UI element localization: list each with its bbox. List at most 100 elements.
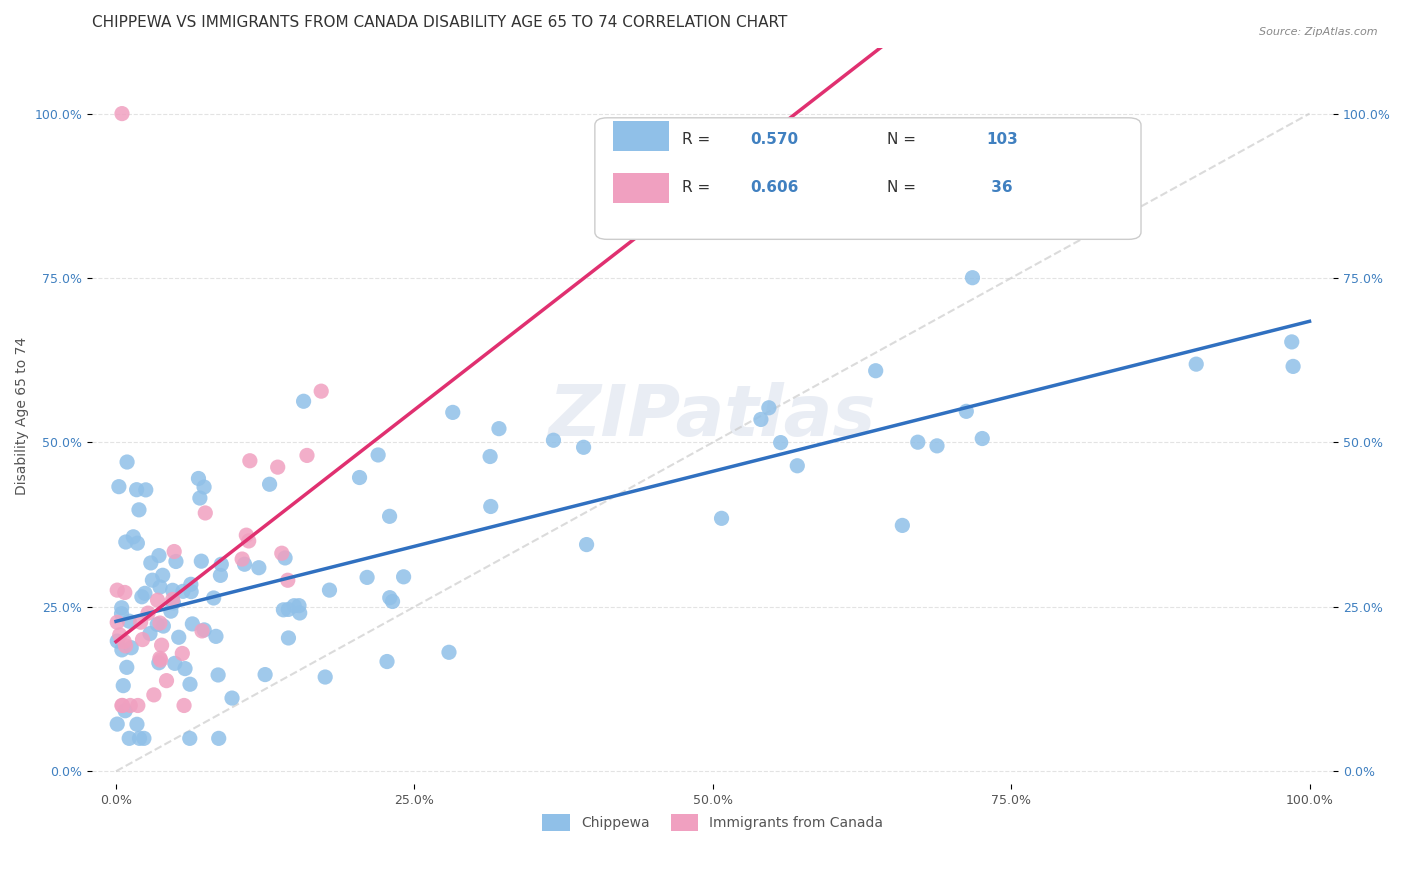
Point [254,667,277,681]
Point [283,599,305,613]
Point [162,592,184,607]
Point [187,471,209,485]
Point [114,639,136,653]
Point [111,643,134,657]
Point [105,634,128,648]
Point [111,698,134,713]
Point [209,558,232,572]
Point [162,583,184,598]
Point [194,506,217,520]
Point [277,602,299,616]
Text: 0.570: 0.570 [749,132,799,147]
Text: N =: N = [887,132,921,147]
Point [270,546,292,560]
Point [127,698,149,713]
Point [375,655,398,669]
Point [209,568,232,582]
Point [173,698,195,713]
Point [174,662,197,676]
Point [180,584,202,599]
Text: Source: ZipAtlas.com: Source: ZipAtlas.com [1260,27,1378,37]
Point [865,364,887,378]
Point [163,657,186,671]
Point [295,449,318,463]
Point [786,458,808,473]
Point [111,106,134,120]
Point [149,580,172,594]
Point [115,660,138,674]
Point [972,432,994,446]
Point [769,435,792,450]
Point [127,536,149,550]
Point [139,626,162,640]
Point [148,549,170,563]
Point [437,645,460,659]
Point [288,599,311,613]
Point [378,591,401,605]
Point [150,638,173,652]
Point [207,668,229,682]
Point [309,384,332,399]
Point [925,439,948,453]
Point [543,434,565,448]
Point [441,405,464,419]
Point [907,435,929,450]
Text: R =: R = [682,180,714,195]
Point [148,656,170,670]
Point [118,614,141,628]
Point [114,704,136,718]
Point [318,583,340,598]
Point [111,600,134,615]
Point [128,731,150,746]
Text: ZIPatlas: ZIPatlas [550,382,876,450]
Point [108,628,131,642]
Point [118,731,141,746]
Point [110,607,132,621]
Point [267,460,290,475]
Point [758,401,780,415]
Point [155,673,177,688]
Point [277,631,299,645]
Point [188,491,211,505]
Point [955,404,977,418]
Point [356,570,378,584]
Point [392,570,415,584]
Point [120,640,142,655]
Point [277,574,299,588]
Point [479,500,502,514]
Point [160,604,183,618]
Point [134,586,156,600]
Point [172,647,194,661]
Point [146,593,169,607]
Point [191,624,214,638]
Point [108,480,131,494]
Point [111,698,134,713]
Point [378,509,401,524]
Point [122,530,145,544]
Point [749,412,772,426]
Point [120,698,142,713]
Point [314,670,336,684]
Point [152,568,174,582]
Point [231,552,253,566]
Point [233,558,256,572]
FancyBboxPatch shape [595,118,1142,239]
Text: 36: 36 [986,180,1012,195]
Point [274,550,297,565]
Point [479,450,502,464]
Point [152,619,174,633]
Point [179,677,201,691]
Point [235,528,257,542]
Point [165,554,187,568]
Point [239,454,262,468]
Point [181,616,204,631]
Point [141,573,163,587]
Point [273,603,295,617]
Point [114,585,136,599]
Point [247,560,270,574]
Point [259,477,281,491]
Point [205,629,228,643]
Point [238,533,260,548]
Point [149,653,172,667]
Point [146,617,169,632]
